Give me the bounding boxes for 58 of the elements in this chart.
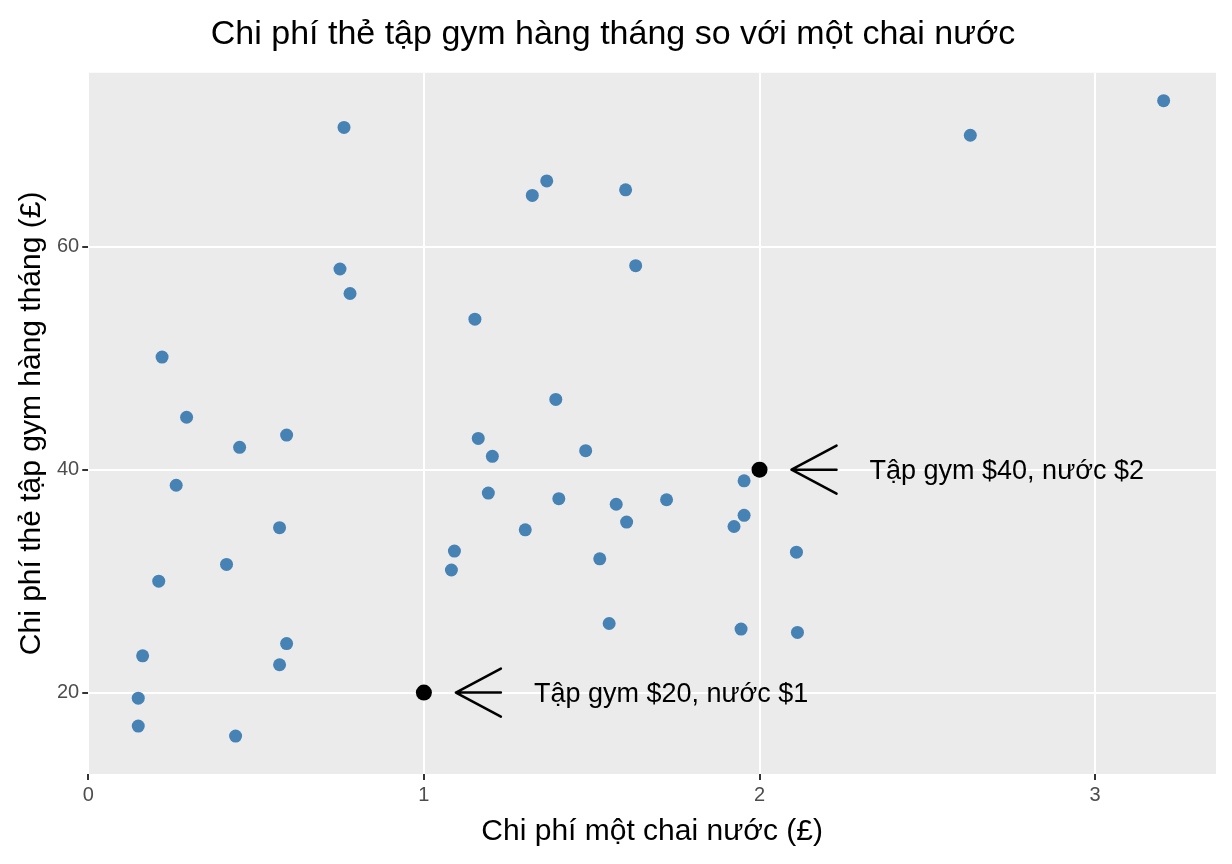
point — [233, 440, 247, 454]
y-tick-label: 20 — [57, 680, 80, 703]
point — [485, 449, 499, 463]
point — [229, 729, 243, 743]
chart-title: Chi phí thẻ tập gym hàng tháng so với một chai nước — [210, 12, 1016, 51]
point — [415, 684, 432, 701]
annotation: Tập gym $40, nước $2 — [869, 455, 1144, 486]
point — [273, 521, 287, 535]
point — [1157, 94, 1171, 108]
point — [333, 262, 347, 276]
point — [447, 544, 461, 558]
point — [471, 431, 485, 445]
point — [751, 461, 768, 478]
point — [540, 174, 554, 188]
x-axis-title: Chi phí một chai nước (£) — [481, 813, 823, 847]
point — [737, 474, 751, 488]
point — [152, 574, 166, 588]
point — [280, 428, 294, 442]
annotation: Tập gym $20, nước $1 — [533, 678, 809, 709]
point — [609, 497, 623, 511]
y-tick-label: 40 — [57, 457, 80, 480]
point — [727, 520, 741, 534]
point — [518, 523, 532, 537]
point — [660, 493, 674, 507]
point — [737, 508, 751, 522]
x-tick-label: 0 — [82, 782, 94, 805]
point — [602, 617, 616, 630]
point — [131, 691, 145, 705]
point — [619, 183, 633, 197]
point — [169, 478, 183, 492]
point — [552, 492, 566, 506]
point — [343, 287, 357, 301]
point — [468, 312, 482, 326]
point — [525, 188, 539, 202]
point — [790, 625, 804, 639]
point — [280, 637, 294, 651]
point — [337, 120, 351, 134]
point — [131, 719, 145, 733]
point — [444, 563, 458, 577]
point — [789, 545, 803, 559]
x-tick-label: 1 — [418, 782, 430, 805]
point — [963, 128, 977, 142]
point — [180, 410, 194, 424]
point — [579, 444, 593, 458]
point — [220, 557, 234, 571]
y-tick-label: 60 — [57, 234, 80, 257]
x-tick-label: 3 — [1089, 782, 1101, 805]
point — [273, 658, 287, 672]
y-axis-title: Chi phí thẻ tập gym hàng tháng (£) — [13, 191, 47, 656]
x-tick-label: 2 — [753, 782, 766, 805]
point — [620, 515, 634, 529]
point — [136, 649, 150, 663]
point — [155, 350, 169, 364]
point — [734, 622, 748, 636]
point — [549, 392, 563, 406]
point — [629, 259, 643, 273]
point — [593, 552, 607, 566]
point — [481, 486, 495, 500]
